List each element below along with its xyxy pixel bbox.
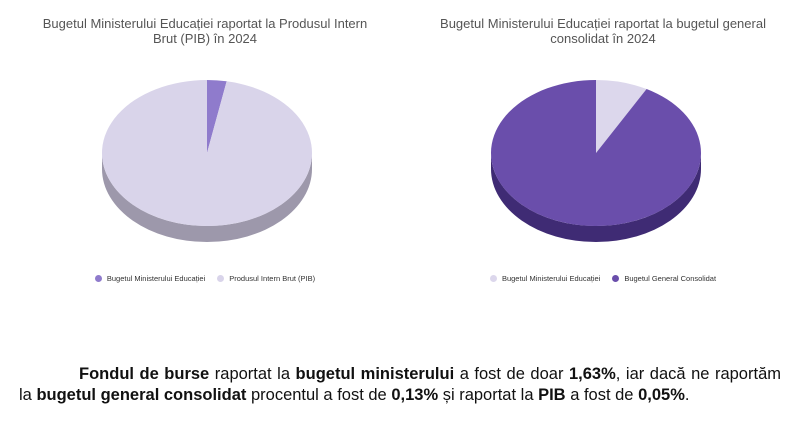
legend-swatch xyxy=(94,275,102,282)
pie-slice xyxy=(491,80,701,226)
pie-slice xyxy=(596,80,647,153)
summary-text: și raportat la xyxy=(438,385,539,404)
chart-legend: Bugetul Ministerului Educației Bugetul G… xyxy=(403,274,803,283)
summary-bold: 0,05% xyxy=(638,385,685,404)
summary-text: a fost de xyxy=(565,385,639,404)
legend-label: Bugetul Ministerului Educației xyxy=(106,274,206,283)
chart-title-line: Brut (PIB) în 2024 xyxy=(152,31,258,46)
summary-bold: PIB xyxy=(538,385,566,404)
legend-item: Bugetul General Consolidat xyxy=(612,274,716,283)
legend-label: Produsul Intern Brut (PIB) xyxy=(229,274,316,283)
summary-bold: bugetul general consolidat xyxy=(36,385,247,404)
legend-swatch xyxy=(217,275,225,282)
summary-text: , iar dacă ne raportăm la xyxy=(19,364,781,404)
legend-label: Bugetul General Consolidat xyxy=(624,274,717,283)
chart-title-line: Bugetul Ministerului Educației raportat … xyxy=(42,16,368,31)
summary-text: a fost de doar xyxy=(454,364,569,383)
legend-swatch xyxy=(612,275,620,282)
legend-item: Produsul Intern Brut (PIB) xyxy=(217,274,315,283)
summary-text: procentul a fost de xyxy=(246,385,392,404)
summary-paragraph: Fondul de burse raportat la bugetul mini… xyxy=(19,364,781,406)
chart-title: Bugetul Ministerului Educației raportat … xyxy=(5,16,405,46)
chart-title: Bugetul Ministerului Educației raportat … xyxy=(403,16,803,46)
pie-slice-side xyxy=(491,153,701,242)
legend-item: Bugetul Ministerului Educației xyxy=(489,274,601,283)
chart-title-line: consolidat în 2024 xyxy=(550,31,656,46)
chart-pib: Bugetul Ministerului Educației raportat … xyxy=(5,0,405,300)
pie-chart xyxy=(491,80,701,242)
legend-item: Bugetul Ministerului Educației xyxy=(94,274,206,283)
summary-bold: 0,13% xyxy=(391,385,439,404)
chart-bugetul-general: Bugetul Ministerului Educației raportat … xyxy=(403,0,803,300)
pie-slice-side xyxy=(102,153,312,242)
pie-slice xyxy=(207,80,227,153)
chart-title-line: Bugetul Ministerului Educației raportat … xyxy=(440,16,766,31)
summary-text: raportat la xyxy=(209,364,296,383)
summary-bold: Fondul de burse xyxy=(79,364,210,383)
pie-slice xyxy=(101,80,312,227)
chart-legend: Bugetul Ministerului Educației Produsul … xyxy=(5,274,405,283)
pie-chart xyxy=(101,80,312,242)
summary-text: . xyxy=(684,385,690,404)
summary-bold: bugetul ministerului xyxy=(295,364,455,383)
summary-bold: 1,63% xyxy=(568,364,616,383)
legend-label: Bugetul Ministerului Educației xyxy=(501,274,601,283)
legend-swatch xyxy=(489,275,497,282)
